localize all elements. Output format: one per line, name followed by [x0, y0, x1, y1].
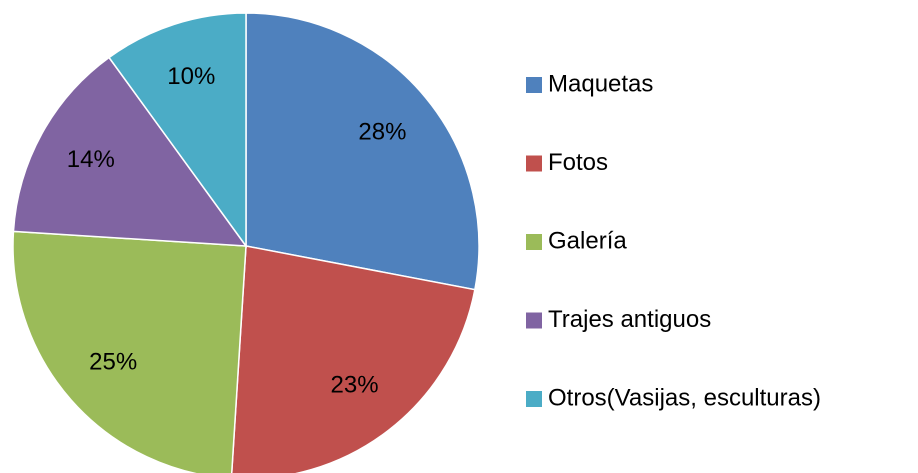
data-label: 25%: [89, 348, 137, 375]
legend-label: Fotos: [548, 149, 608, 176]
pie-slice: [230, 245, 476, 473]
data-label: 28%: [358, 118, 406, 145]
legend-swatch: [526, 391, 542, 407]
legend-swatch: [526, 77, 542, 93]
pie-slice: [245, 12, 480, 291]
legend-label: Galería: [548, 227, 627, 254]
legend-swatch: [526, 234, 542, 250]
data-label: 23%: [331, 371, 379, 398]
pie-slice: [107, 12, 247, 249]
pie-slice: [12, 230, 247, 473]
legend-label: Otros(Vasijas, esculturas): [548, 384, 821, 411]
pie-slice: [12, 56, 248, 247]
data-label: 14%: [67, 146, 115, 173]
data-label: 10%: [167, 63, 215, 90]
legend-swatch: [526, 312, 542, 329]
legend-swatch: [526, 155, 542, 172]
legend-label: Maquetas: [548, 70, 653, 97]
legend-label: Trajes antiguos: [548, 306, 711, 333]
